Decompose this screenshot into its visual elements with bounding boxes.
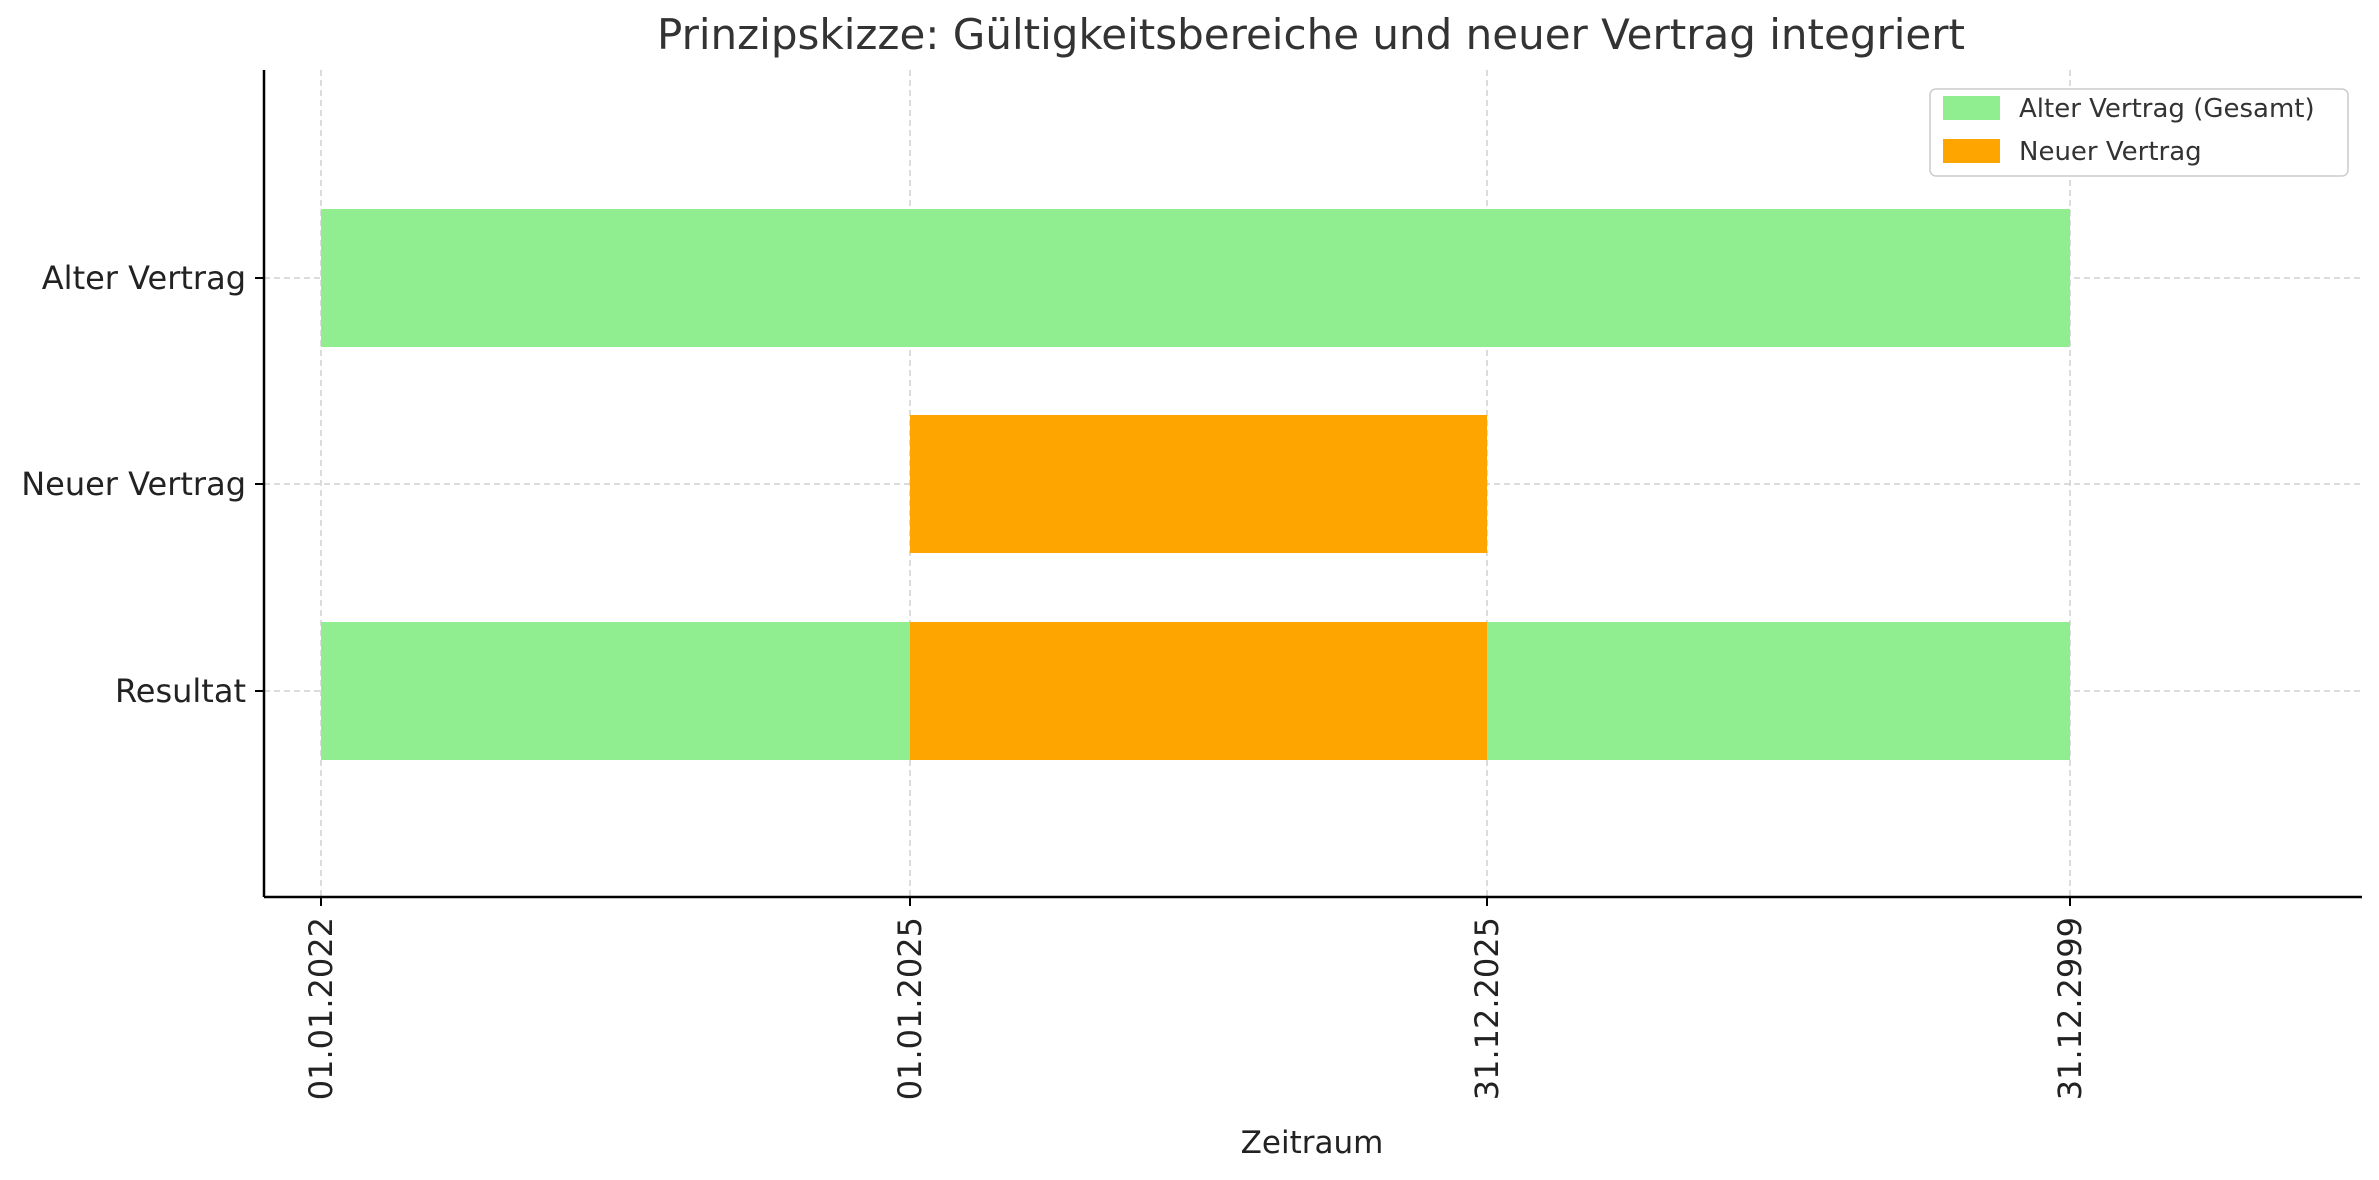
bar xyxy=(1487,622,2070,760)
bar xyxy=(321,622,910,760)
x-tick-label: 01.01.2025 xyxy=(891,917,929,1100)
legend-swatch xyxy=(1943,96,2000,120)
bar xyxy=(321,209,2070,347)
legend-swatch xyxy=(1943,139,2000,163)
y-tick-label: Neuer Vertrag xyxy=(21,465,246,503)
legend-frame xyxy=(1929,88,2349,177)
y-tick-label: Alter Vertrag xyxy=(42,259,246,297)
legend: Alter Vertrag (Gesamt) Neuer Vertrag xyxy=(1929,88,2349,177)
ticks: 01.01.2022 01.01.2025 31.12.2025 31.12.2999… xyxy=(21,259,2089,1100)
bars xyxy=(321,209,2070,760)
legend-label: Alter Vertrag (Gesamt) xyxy=(2019,94,2315,124)
x-tick-label: 31.12.2999 xyxy=(2051,917,2089,1100)
bar xyxy=(910,622,1487,760)
legend-label: Neuer Vertrag xyxy=(2019,137,2202,167)
x-tick-label: 01.01.2022 xyxy=(302,917,340,1100)
x-axis-label: Zeitraum xyxy=(1241,1125,1384,1161)
y-tick-label: Resultat xyxy=(115,672,246,710)
chart-title: Prinzipskizze: Gültigkeitsbereiche und n… xyxy=(657,10,1965,59)
x-tick-label: 31.12.2025 xyxy=(1468,917,1506,1100)
bar xyxy=(910,415,1487,553)
